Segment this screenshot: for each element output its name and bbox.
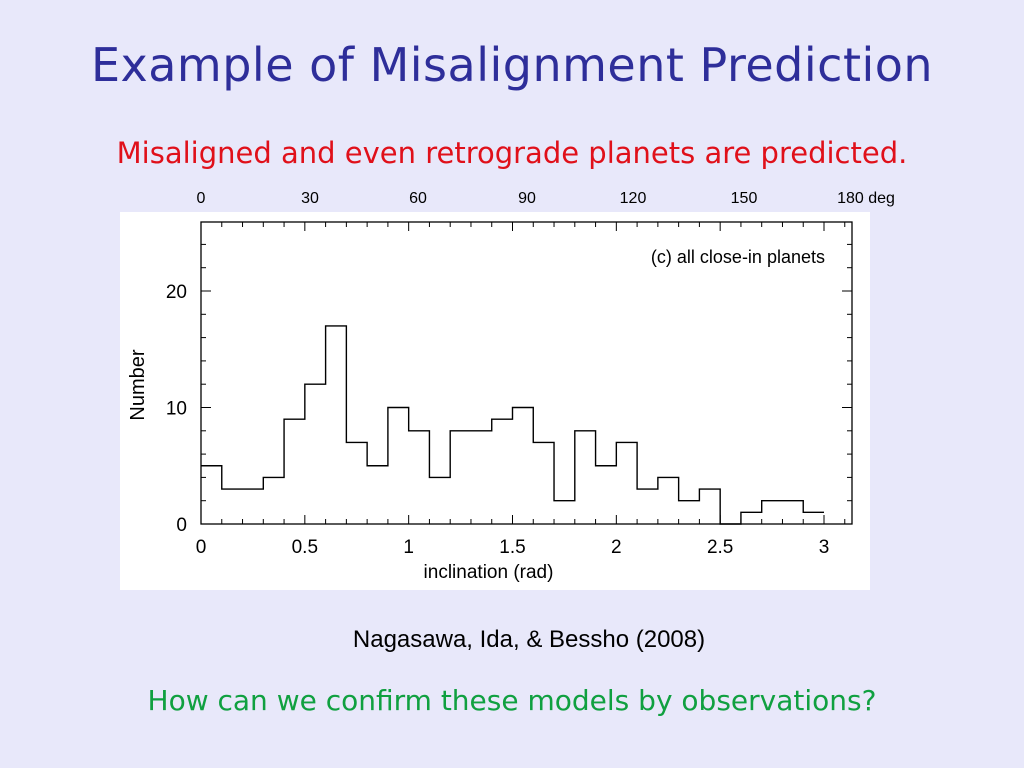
- histogram-bin: [699, 489, 720, 524]
- histogram-bin: [409, 431, 430, 524]
- closing-question: How can we confirm these models by obser…: [147, 684, 877, 717]
- histogram-bin: [222, 489, 243, 524]
- histogram-bin: [513, 408, 534, 525]
- histogram-bin: [554, 501, 575, 524]
- y-tick-label: 20: [166, 282, 187, 303]
- histogram-bin: [346, 442, 367, 524]
- x-tick-label: 0.5: [292, 537, 318, 558]
- deg-tick-label: 180 deg: [837, 190, 895, 207]
- histogram-figure: 0 0.5 1 1.5 2 2.5 3 0 10 20 inclination (rad) Numbe…: [120, 212, 870, 590]
- histogram-bin: [782, 501, 803, 524]
- histogram-bin: [596, 466, 617, 524]
- histogram-bin: [492, 419, 513, 524]
- histogram-bin: [326, 326, 347, 524]
- x-tick-label: 0: [196, 537, 207, 558]
- deg-tick-label: 0: [196, 190, 206, 207]
- histogram-bin: [263, 477, 284, 524]
- histogram-bin: [388, 408, 409, 525]
- histogram-bin: [616, 442, 637, 524]
- histogram-bin: [367, 466, 388, 524]
- histogram-bin: [471, 431, 492, 524]
- x-tick-label: 1: [403, 537, 414, 558]
- histogram-bin: [533, 442, 554, 524]
- chart-annotation: (c) all close-in planets: [651, 247, 825, 267]
- histogram-bin: [679, 501, 700, 524]
- histogram-bin: [575, 431, 596, 524]
- histogram-bin: [284, 419, 305, 524]
- deg-tick-label: 30: [301, 190, 319, 207]
- histogram-bin: [741, 512, 762, 524]
- deg-tick-label: 150: [730, 190, 758, 207]
- y-tick-label: 0: [176, 515, 187, 536]
- x-tick-label: 2.5: [707, 537, 733, 558]
- histogram-bin: [305, 384, 326, 524]
- histogram-bin: [658, 477, 679, 524]
- x-tick-label: 3: [819, 537, 830, 558]
- histogram-bin: [201, 466, 222, 524]
- x-tick-label: 2: [611, 537, 622, 558]
- degree-axis: 0 30 60 90 120 150 180 deg: [0, 190, 1024, 212]
- deg-tick-label: 90: [518, 190, 536, 207]
- histogram-bin: [803, 512, 824, 524]
- slide-title: Example of Misalignment Prediction: [90, 38, 934, 92]
- histogram-outline: [201, 325, 824, 525]
- slide-subtitle: Misaligned and even retrograde planets a…: [116, 136, 908, 170]
- deg-tick-label: 60: [409, 190, 427, 207]
- histogram-bin: [762, 501, 783, 524]
- plot-frame: [200, 221, 853, 525]
- histogram-bin: [243, 489, 264, 524]
- y-tick-label: 10: [166, 399, 187, 420]
- x-axis-label: inclination (rad): [424, 562, 554, 583]
- x-tick-label: 1.5: [499, 537, 525, 558]
- histogram-bin: [637, 489, 658, 524]
- histogram-chart: 0 0.5 1 1.5 2 2.5 3 0 10 20 inclination (rad) Numbe…: [127, 221, 853, 583]
- histogram-bin: [429, 477, 450, 524]
- histogram-bin: [450, 431, 471, 524]
- deg-tick-label: 120: [619, 190, 647, 207]
- citation: Nagasawa, Ida, & Bessho (2008): [352, 626, 706, 653]
- y-axis-label: Number: [127, 349, 149, 420]
